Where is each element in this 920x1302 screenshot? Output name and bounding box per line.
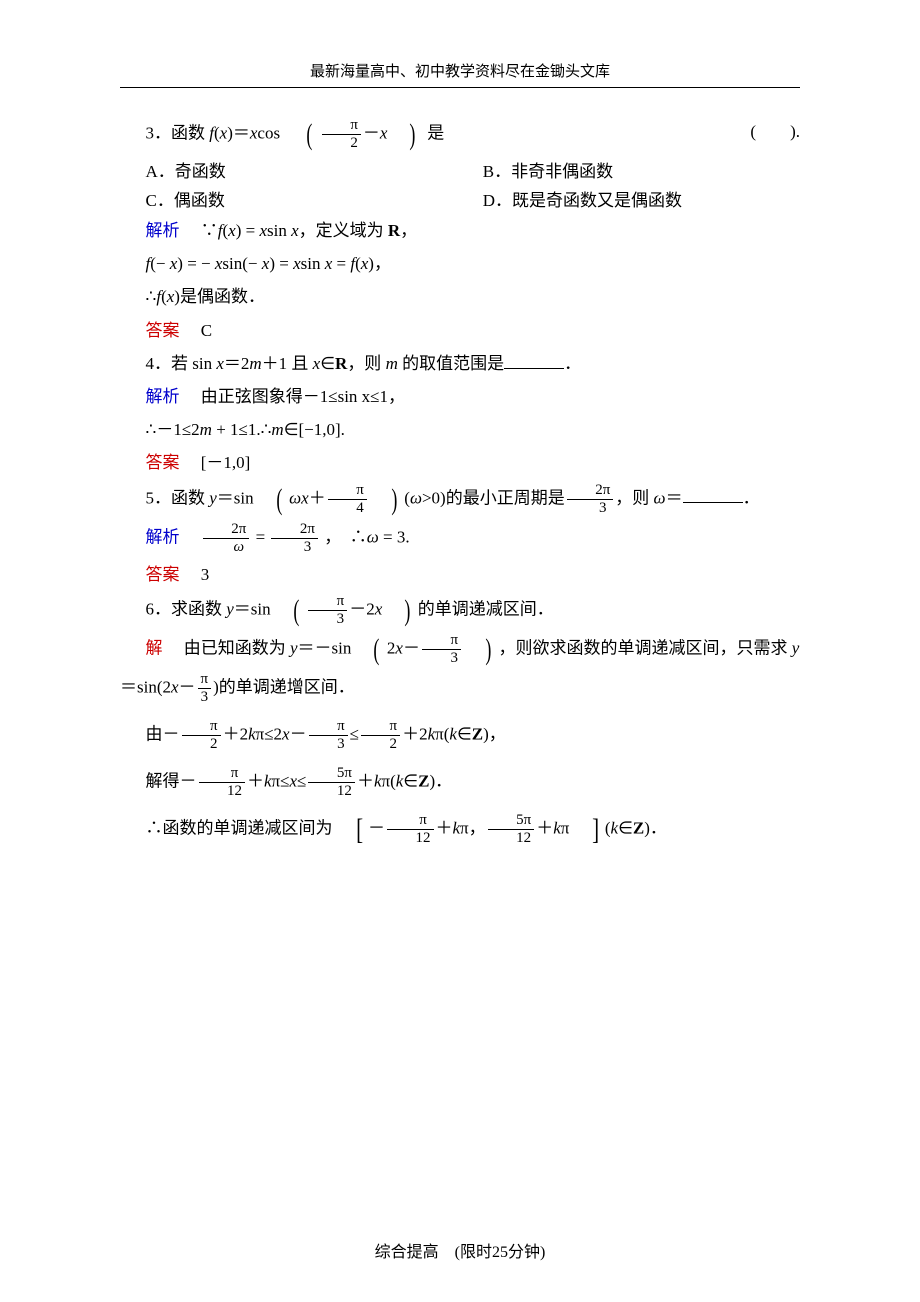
header-rule <box>120 87 800 88</box>
q6-sol3: 解得－π12＋kπ≤x≤5π12＋kπ(k∈Z)． <box>120 766 800 799</box>
q6-sol4-frac1: π12 <box>387 813 434 846</box>
q4-explain2: ∴－1≤2m + 1≤1.∴m∈[−1,0]. <box>120 416 800 443</box>
q6-sol3-frac1: π12 <box>199 766 246 799</box>
q3-opt-a: A．奇函数 <box>146 157 463 182</box>
q4-blank <box>504 351 564 369</box>
q4-answer: 答案 [－1,0] <box>120 449 800 476</box>
q5-explain-tail: ， ∴ω = 3. <box>324 527 409 546</box>
q6-sol1: 解 由已知函数为 y＝－sin(2x－π3)，则欲求函数的单调递减区间，只需求 … <box>120 633 800 666</box>
q3-suffix: 是 <box>427 123 444 142</box>
q5-blank <box>683 485 743 503</box>
page-footer: 综合提高 (限时25分钟) <box>0 1238 920 1262</box>
q3-options-row1: A．奇函数 B．非奇非偶函数 <box>146 157 801 182</box>
q3-answer: 答案 C <box>120 317 800 344</box>
q6-sol3-frac2: 5π12 <box>308 766 355 799</box>
page-header: 最新海量高中、初中教学资料尽在金锄头文库 <box>120 60 800 81</box>
rparen-icon: ) <box>470 636 491 663</box>
q3-ans: C <box>201 321 212 340</box>
answer-label: 答案 <box>146 565 180 584</box>
q3-fx: f <box>209 123 214 142</box>
q3-opt-b: B．非奇非偶函数 <box>483 157 800 182</box>
q5-answer: 答案 3 <box>120 561 800 588</box>
q5-stem: 5．函数 y＝sin(ωx＋π4)(ω>0)的最小正周期是2π3，则 ω＝． <box>120 483 800 516</box>
q3-frac: π2 <box>322 118 361 151</box>
q4-explain1-text: 由正弦图象得－1≤sin x≤1， <box>201 387 405 406</box>
rparen-icon: ) <box>376 486 397 513</box>
q3-prefix: 3．函数 <box>146 123 206 142</box>
q3-options-row2: C．偶函数 D．既是奇函数又是偶函数 <box>146 186 801 211</box>
q3-answer-blank: ( ). <box>725 118 800 145</box>
q5-eq: = <box>256 527 270 546</box>
lparen-icon: ( <box>291 121 312 148</box>
q6-sol2-frac3: π2 <box>361 719 400 752</box>
q3-explain3: ∴f(x)是偶函数． <box>120 283 800 310</box>
q6-sol1b: ＝sin(2x－π3)的单调递增区间． <box>120 672 800 705</box>
q3-minus-x: －x <box>363 123 388 142</box>
q3-explain2: f(− x) = − xsin(− x) = xsin x = f(x)， <box>120 250 800 277</box>
rbracket-icon: ] <box>575 816 600 843</box>
q4-ans: [－1,0] <box>201 453 251 472</box>
q5-explain: 解析 2πω = 2π3 ， ∴ω = 3. <box>120 522 800 555</box>
q3-stem: 3．函数 f(x)＝xcos (π2－x) 是 ( ). <box>120 118 800 151</box>
q6-sol4: ∴函数的单调递减区间为[－π12＋kπ，5π12＋kπ](k∈Z)． <box>120 813 800 846</box>
answer-label: 答案 <box>146 321 180 340</box>
q3-explain1: 解析 ∵f(x) = xsin x，定义域为 R， <box>120 217 800 244</box>
q5-period-frac: 2π3 <box>567 483 614 516</box>
q6-sol2-frac2: π3 <box>309 719 348 752</box>
rparen-icon: ) <box>395 121 416 148</box>
q6-stem: 6．求函数 y＝sin(π3－2x)的单调递减区间． <box>120 594 800 627</box>
q5-ans: 3 <box>201 565 210 584</box>
q6-sol1c-frac: π3 <box>198 672 212 705</box>
q6-sol4-frac2: 5π12 <box>488 813 535 846</box>
q6-sol2-frac1: π2 <box>182 719 221 752</box>
q5-explain-frac1: 2πω <box>203 522 250 555</box>
q6-sol1-frac: π3 <box>422 633 461 666</box>
q6-sol2: 由－π2＋2kπ≤2x－π3≤π2＋2kπ(k∈Z)， <box>120 719 800 752</box>
lparen-icon: ( <box>278 597 299 624</box>
rparen-icon: ) <box>389 597 410 624</box>
q4-stem: 4．若 sin x＝2m＋1 且 x∈R，则 m 的取值范围是． <box>120 350 800 377</box>
q6-arg-frac: π3 <box>308 594 347 627</box>
page: 最新海量高中、初中教学资料尽在金锄头文库 3．函数 f(x)＝xcos (π2－… <box>0 0 920 1302</box>
q3-explain1-text: ∵f(x) = xsin x，定义域为 R， <box>201 221 417 240</box>
q5-explain-frac2: 2π3 <box>271 522 318 555</box>
explain-label: 解析 <box>146 527 180 546</box>
lparen-icon: ( <box>358 636 379 663</box>
answer-label: 答案 <box>146 453 180 472</box>
q4-explain1: 解析 由正弦图象得－1≤sin x≤1， <box>120 383 800 410</box>
solution-label: 解 <box>146 638 163 657</box>
explain-label: 解析 <box>146 221 180 240</box>
q5-arg-frac: π4 <box>328 483 367 516</box>
lparen-icon: ( <box>261 486 282 513</box>
q3-opt-c: C．偶函数 <box>146 186 463 211</box>
explain-label: 解析 <box>146 387 180 406</box>
q3-opt-d: D．既是奇函数又是偶函数 <box>483 186 800 211</box>
lbracket-icon: [ <box>338 816 363 843</box>
